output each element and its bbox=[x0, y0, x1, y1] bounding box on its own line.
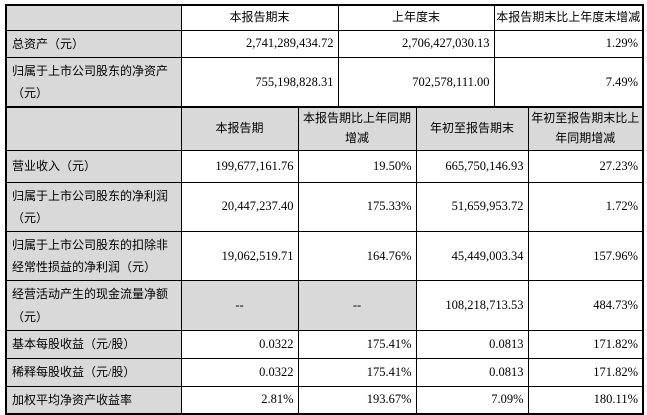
row-label: 营业收入（元） bbox=[5, 149, 182, 183]
row-label: 加权平均净资产收益率 bbox=[5, 385, 182, 415]
table-row: 归属于上市公司股东的净利润（元） 20,447,237.40 175.33% 51,6… bbox=[5, 181, 644, 232]
value-cell: 171.82% bbox=[527, 329, 644, 359]
value-cell-na: -- bbox=[297, 280, 417, 331]
column-header: 本报告期末 bbox=[180, 4, 339, 31]
column-header: 本报告期 bbox=[180, 106, 299, 151]
value-cell-na: -- bbox=[180, 280, 299, 331]
period-end-table-body: 总资产（元） 2,741,289,434.72 2,706,427,030.13 1.… bbox=[5, 29, 644, 108]
value-cell: 108,218,713.53 bbox=[415, 280, 529, 331]
value-cell: 45,449,003.34 bbox=[415, 230, 529, 282]
column-header: 年初至报告期末比上年同期增减 bbox=[527, 106, 644, 151]
column-header: 年初至报告期末 bbox=[415, 106, 529, 151]
value-cell: 19,062,519.71 bbox=[180, 230, 299, 282]
value-cell: 164.76% bbox=[297, 230, 417, 282]
table-row: 经营活动产生的现金流量净额（元） -- -- 108,218,713.53 484.73… bbox=[5, 280, 644, 331]
column-header: 本报告期比上年同期增减 bbox=[297, 106, 417, 151]
row-label: 稀释每股收益（元/股） bbox=[5, 357, 182, 387]
period-end-table-head: 本报告期末 上年度末 本报告期末比上年度末增减 bbox=[5, 4, 644, 31]
value-cell: 7.09% bbox=[415, 385, 529, 415]
reporting-period-table-head: 本报告期 本报告期比上年同期增减 年初至报告期末 年初至报告期末比上年同期增减 bbox=[5, 106, 644, 151]
column-header: 上年度末 bbox=[337, 4, 495, 31]
value-cell: 20,447,237.40 bbox=[180, 181, 299, 232]
value-cell: 484.73% bbox=[527, 280, 644, 331]
value-cell: 2,741,289,434.72 bbox=[180, 29, 339, 58]
reporting-period-table-body: 营业收入（元） 199,677,161.76 19.50% 665,750,146.9… bbox=[5, 149, 644, 415]
table-row: 总资产（元） 2,741,289,434.72 2,706,427,030.13 1.… bbox=[5, 29, 644, 58]
header-row: 本报告期末 上年度末 本报告期末比上年度末增减 bbox=[5, 4, 644, 31]
value-cell: 0.0813 bbox=[415, 329, 529, 359]
value-cell: 0.0322 bbox=[180, 329, 299, 359]
value-cell: 0.0322 bbox=[180, 357, 299, 387]
row-label: 基本每股收益（元/股） bbox=[5, 329, 182, 359]
header-row: 本报告期 本报告期比上年同期增减 年初至报告期末 年初至报告期末比上年同期增减 bbox=[5, 106, 644, 151]
row-label: 归属于上市公司股东的扣除非经常性损益的净利润（元） bbox=[5, 230, 182, 282]
row-label: 总资产（元） bbox=[5, 29, 182, 58]
value-cell: 175.33% bbox=[297, 181, 417, 232]
table-row: 归属于上市公司股东的扣除非经常性损益的净利润（元） 19,062,519.71 16… bbox=[5, 230, 644, 282]
corner-cell bbox=[5, 4, 182, 31]
value-cell: 193.67% bbox=[297, 385, 417, 415]
value-cell: 171.82% bbox=[527, 357, 644, 387]
value-cell: 199,677,161.76 bbox=[180, 149, 299, 183]
value-cell: 157.96% bbox=[527, 230, 644, 282]
row-label: 归属于上市公司股东的净资产（元） bbox=[5, 56, 182, 108]
table-row: 归属于上市公司股东的净资产（元） 755,198,828.31 702,578,11… bbox=[5, 56, 644, 108]
table-row: 营业收入（元） 199,677,161.76 19.50% 665,750,146.9… bbox=[5, 149, 644, 183]
value-cell: 180.11% bbox=[527, 385, 644, 415]
table-row: 加权平均净资产收益率 2.81% 193.67% 7.09% 180.11% bbox=[5, 385, 644, 415]
row-label: 归属于上市公司股东的净利润（元） bbox=[5, 181, 182, 232]
table-row: 基本每股收益（元/股） 0.0322 175.41% 0.0813 171.82% bbox=[5, 329, 644, 359]
value-cell: 27.23% bbox=[527, 149, 644, 183]
reporting-period-summary-table: 本报告期 本报告期比上年同期增减 年初至报告期末 年初至报告期末比上年同期增减 营业收… bbox=[5, 106, 644, 415]
value-cell: 2.81% bbox=[180, 385, 299, 415]
row-label: 经营活动产生的现金流量净额（元） bbox=[5, 280, 182, 331]
value-cell: 175.41% bbox=[297, 329, 417, 359]
value-cell: 51,659,953.72 bbox=[415, 181, 529, 232]
value-cell: 755,198,828.31 bbox=[180, 56, 339, 108]
corner-cell bbox=[5, 106, 182, 151]
value-cell: 19.50% bbox=[297, 149, 417, 183]
value-cell: 702,578,111.00 bbox=[337, 56, 495, 108]
value-cell: 2,706,427,030.13 bbox=[337, 29, 495, 58]
column-header: 本报告期末比上年度末增减 bbox=[493, 4, 644, 31]
value-cell: 0.0813 bbox=[415, 357, 529, 387]
value-cell: 175.41% bbox=[297, 357, 417, 387]
table-row: 稀释每股收益（元/股） 0.0322 175.41% 0.0813 171.82% bbox=[5, 357, 644, 387]
period-end-summary-table: 本报告期末 上年度末 本报告期末比上年度末增减 总资产（元） 2,741,289,43… bbox=[5, 4, 644, 109]
value-cell: 7.49% bbox=[493, 56, 644, 108]
value-cell: 1.29% bbox=[493, 29, 644, 58]
value-cell: 665,750,146.93 bbox=[415, 149, 529, 183]
value-cell: 1.72% bbox=[527, 181, 644, 232]
